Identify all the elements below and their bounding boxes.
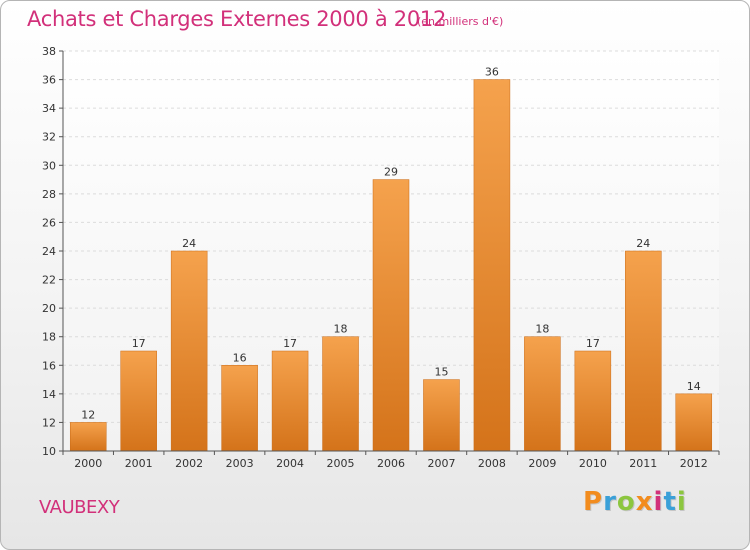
logo-letter: o	[616, 487, 636, 517]
logo-letter: t	[663, 487, 677, 517]
data-label: 29	[384, 166, 398, 179]
data-label: 15	[434, 366, 448, 379]
y-tick-label: 28	[42, 188, 56, 201]
y-tick-label: 32	[42, 131, 56, 144]
chart-subtitle: (en milliers d'€)	[417, 15, 504, 28]
x-tick-label: 2002	[175, 457, 203, 470]
bar	[524, 336, 561, 452]
data-label: 17	[586, 337, 600, 350]
y-tick-label: 12	[42, 416, 56, 429]
y-tick-label: 14	[42, 388, 56, 401]
bar	[271, 350, 309, 452]
y-tick-label: 34	[42, 102, 56, 115]
x-tick-label: 2000	[74, 457, 102, 470]
bar	[423, 379, 460, 452]
logo-letter: r	[603, 487, 617, 517]
y-tick-label: 16	[42, 359, 56, 372]
data-label: 18	[334, 323, 348, 336]
y-tick-label: 10	[42, 445, 56, 458]
x-tick-label: 2012	[680, 457, 708, 470]
data-label: 24	[636, 237, 650, 250]
x-tick-label: 2001	[125, 457, 153, 470]
bar	[69, 422, 107, 452]
bar	[170, 250, 208, 452]
y-tick-label: 36	[42, 74, 56, 87]
x-tick-label: 2003	[226, 457, 254, 470]
data-label: 16	[233, 351, 247, 364]
commune-name: VAUBEXY	[39, 497, 120, 518]
data-label: 12	[81, 408, 95, 421]
y-tick-label: 38	[42, 45, 56, 58]
logo-letter: i	[676, 487, 687, 517]
y-tick-label: 24	[42, 245, 56, 258]
y-tick-label: 30	[42, 159, 56, 172]
y-tick-label: 22	[42, 274, 56, 287]
bar	[322, 336, 359, 452]
data-label: 14	[687, 380, 701, 393]
logo-letter: i	[653, 487, 664, 517]
bar	[372, 179, 410, 452]
bar	[574, 350, 612, 452]
y-tick-label: 18	[42, 331, 56, 344]
x-tick-label: 2006	[377, 457, 405, 470]
chart-title: Achats et Charges Externes 2000 à 2012	[27, 7, 447, 31]
x-tick-label: 2009	[528, 457, 556, 470]
logo-letter: x	[635, 487, 654, 517]
logo-letter: P	[583, 487, 604, 517]
bar	[625, 250, 662, 452]
proxiti-logo[interactable]: Proxiti	[583, 487, 687, 517]
y-tick-label: 26	[42, 216, 56, 229]
data-label: 18	[535, 323, 549, 336]
x-tick-label: 2007	[427, 457, 455, 470]
x-tick-label: 2004	[276, 457, 304, 470]
bar	[120, 350, 157, 452]
data-label: 36	[485, 66, 499, 79]
bar	[221, 365, 258, 452]
data-label: 24	[182, 237, 196, 250]
x-tick-label: 2010	[579, 457, 607, 470]
data-label: 17	[283, 337, 297, 350]
bar	[675, 393, 713, 452]
x-tick-label: 2008	[478, 457, 506, 470]
x-tick-label: 2005	[327, 457, 355, 470]
bar	[473, 79, 511, 452]
x-tick-label: 2011	[629, 457, 657, 470]
y-tick-label: 20	[42, 302, 56, 315]
data-label: 17	[132, 337, 146, 350]
